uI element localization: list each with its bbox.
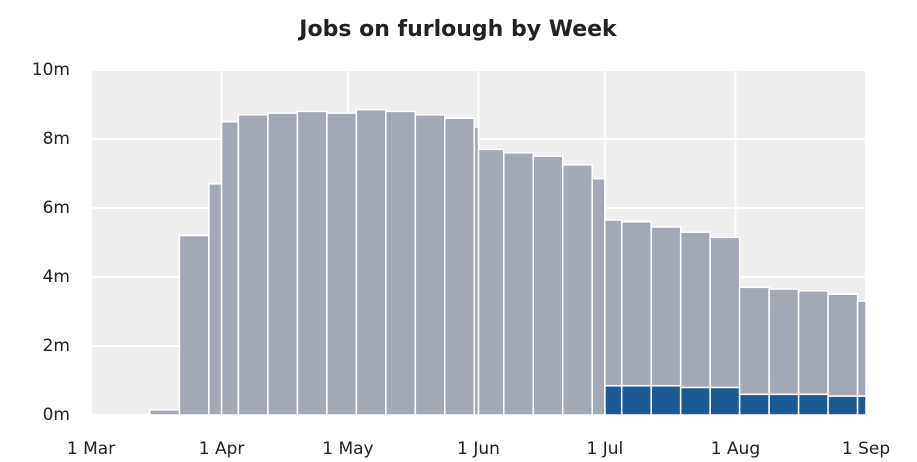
bar [827,293,859,397]
x-tick-label: 1 Apr [199,439,245,459]
bar [768,288,800,396]
bar [355,108,387,416]
y-tick-label: 10m [32,60,70,80]
bar [738,286,770,396]
bar [385,110,417,416]
y-tick-label: 0m [43,405,70,425]
bar [178,234,210,416]
bar [856,395,867,416]
bar [532,155,564,416]
bar [709,386,741,416]
bar [679,386,711,416]
bar [650,384,682,416]
chart-title: Jobs on furlough by Week [297,17,618,42]
bar [591,177,606,416]
bar [326,112,358,416]
bar [797,290,829,396]
y-tick-label: 4m [43,267,70,287]
y-tick-label: 8m [43,129,70,149]
bar [620,384,652,416]
bar [620,221,652,387]
bar [650,226,682,387]
bar [679,231,711,389]
bar [444,117,476,416]
bar [856,300,867,397]
y-tick-label: 6m [43,198,70,218]
bar [827,395,859,416]
bar [267,112,299,416]
bar [149,409,181,416]
bar [503,152,535,416]
bar [208,183,223,416]
x-tick-label: 1 Mar [67,439,115,459]
bar [561,164,593,416]
bar [296,110,328,416]
bar [414,114,446,416]
bar [237,114,269,416]
bar [604,219,623,387]
bar [604,384,623,416]
bar [797,393,829,416]
bar [768,393,800,416]
x-tick-label: 1 Jul [586,439,623,459]
x-tick-label: 1 May [322,439,373,459]
bar [738,393,770,416]
bar [90,413,122,417]
x-tick-label: 1 Sep [842,439,890,459]
x-tick-label: 1 Aug [711,439,760,459]
bar [709,236,741,389]
bar [477,148,505,416]
bar [220,121,240,416]
bar [119,413,151,417]
x-tick-label: 1 Jun [457,439,500,459]
y-tick-label: 2m [43,336,70,356]
